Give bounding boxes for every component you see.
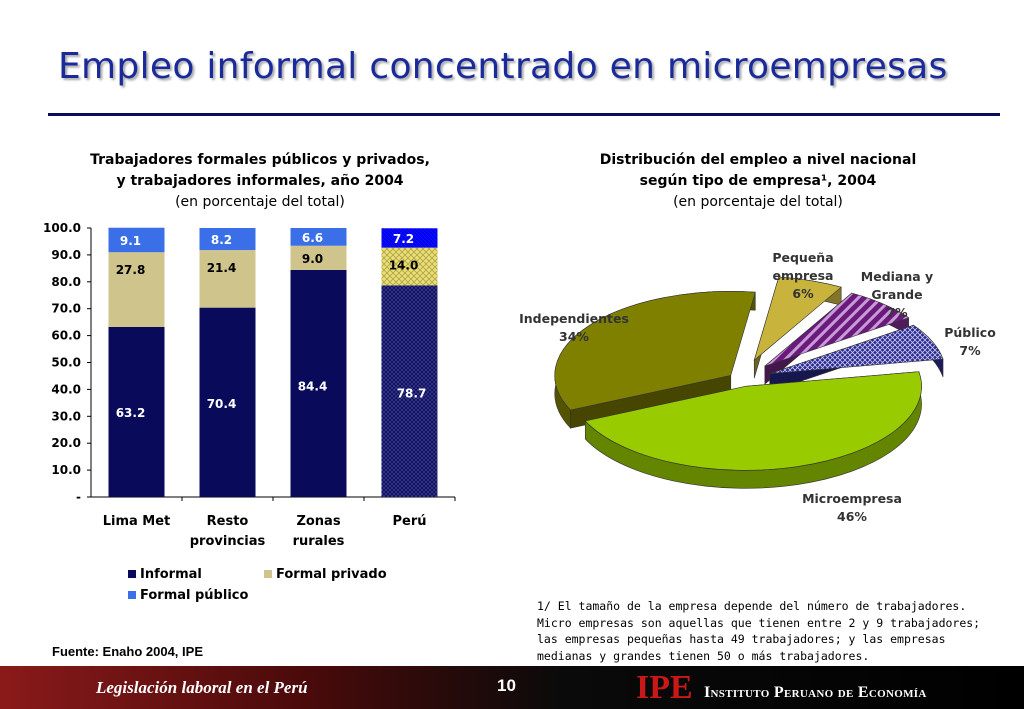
data-label: 78.7 <box>397 386 427 400</box>
source-note: Fuente: Enaho 2004, IPE <box>52 644 203 659</box>
data-label: 70.4 <box>207 397 237 411</box>
category-label: Lima Met <box>103 514 171 529</box>
data-label: 9.0 <box>302 252 323 266</box>
data-label: 8.2 <box>211 233 232 247</box>
pie-label: Grande <box>871 287 922 302</box>
pie-chart-title-line1: Distribución del empleo a nivel nacional <box>599 152 917 168</box>
pie-slice <box>584 371 922 471</box>
bar-segment <box>199 307 256 497</box>
pie-slice <box>764 292 910 367</box>
organization-name: Instituto Peruano de Economía <box>704 684 927 701</box>
legend-label: Formal público <box>140 588 248 603</box>
slide-title: Empleo informal concentrado en microempr… <box>58 46 948 87</box>
legend-swatch <box>264 570 272 578</box>
pie-label: Independientes <box>519 311 629 326</box>
pie-chart: Microempresa 46% Independientes 34% Pequeña e… <box>519 250 996 524</box>
data-label: 6.6 <box>302 231 323 245</box>
data-label: 27.8 <box>116 263 146 277</box>
bar-segment <box>108 227 165 253</box>
legend-label: Informal <box>140 567 202 582</box>
y-tick-label: 10.0 <box>51 463 81 477</box>
y-tick-label: 50.0 <box>51 356 81 370</box>
y-tick-label: - <box>76 490 81 504</box>
bar-chart-title-line2: y trabajadores informales, año 2004 <box>116 173 404 189</box>
footer-presentation-title: Legislación laboral en el Perú <box>96 678 308 697</box>
page-number: 10 <box>497 676 516 695</box>
data-label: 9.1 <box>120 234 141 248</box>
pie-label: 6% <box>792 286 814 301</box>
bar-segment <box>108 252 165 327</box>
bar-segment <box>108 326 165 497</box>
pie-slice <box>554 291 756 411</box>
bar-segment <box>381 285 438 497</box>
category-label: rurales <box>293 534 345 549</box>
pie-chart-title-line2: según tipo de empresa¹, 2004 <box>639 173 877 189</box>
legend-swatch <box>128 591 136 599</box>
y-tick-label: 20.0 <box>51 436 81 450</box>
footnote: 1/ El tamaño de la empresa depende del n… <box>537 599 981 663</box>
bar-chart-title-line1: Trabajadores formales públicos y privado… <box>90 152 430 168</box>
ipe-logo: IPE <box>636 669 693 706</box>
bar-chart-title: Trabajadores formales públicos y privado… <box>40 150 480 213</box>
data-label: 63.2 <box>116 406 146 420</box>
pie-label: empresa <box>773 268 834 283</box>
pie-label: Microempresa <box>802 491 902 506</box>
bar-segment <box>290 245 347 270</box>
category-label: Zonas <box>296 514 340 529</box>
data-label: 14.0 <box>389 259 419 273</box>
data-label: 84.4 <box>298 379 328 393</box>
y-tick-label: 80.0 <box>51 275 81 289</box>
pie-chart-subtitle: (en porcentaje del total) <box>673 194 843 210</box>
legend-swatch <box>128 570 136 578</box>
y-tick-label: 100.0 <box>43 221 81 235</box>
pie-label: 7% <box>886 305 908 320</box>
y-tick-label: 60.0 <box>51 329 81 343</box>
bar-segment <box>381 247 438 286</box>
y-tick-label: 90.0 <box>51 248 81 262</box>
category-label: provincias <box>190 534 266 549</box>
category-label: Perú <box>392 514 426 529</box>
pie-chart-title: Distribución del empleo a nivel nacional… <box>548 150 968 213</box>
data-label: 21.4 <box>207 261 237 275</box>
pie-slice <box>769 324 944 374</box>
bar-segment <box>290 228 347 246</box>
pie-label: 46% <box>837 509 867 524</box>
bar-segment <box>199 228 256 251</box>
y-tick-label: 40.0 <box>51 382 81 396</box>
pie-label: 34% <box>559 329 589 344</box>
data-label: 7.2 <box>393 232 414 246</box>
pie-label: Pequeña <box>772 250 833 265</box>
bar-segment <box>290 269 347 497</box>
bar-chart-subtitle: (en porcentaje del total) <box>175 194 345 210</box>
footer-bar <box>0 666 1024 709</box>
pie-label: Mediana y <box>861 269 933 284</box>
bar-segment <box>381 228 438 248</box>
y-tick-label: 70.0 <box>51 302 81 316</box>
category-label: Resto <box>207 514 249 529</box>
bar-segment <box>199 250 256 308</box>
pie-label: 7% <box>959 343 981 358</box>
title-divider <box>48 113 1000 116</box>
pie-label: Público <box>944 325 996 340</box>
y-tick-label: 30.0 <box>51 409 81 423</box>
pie-slice <box>753 276 842 362</box>
legend-label: Formal privado <box>276 567 387 582</box>
